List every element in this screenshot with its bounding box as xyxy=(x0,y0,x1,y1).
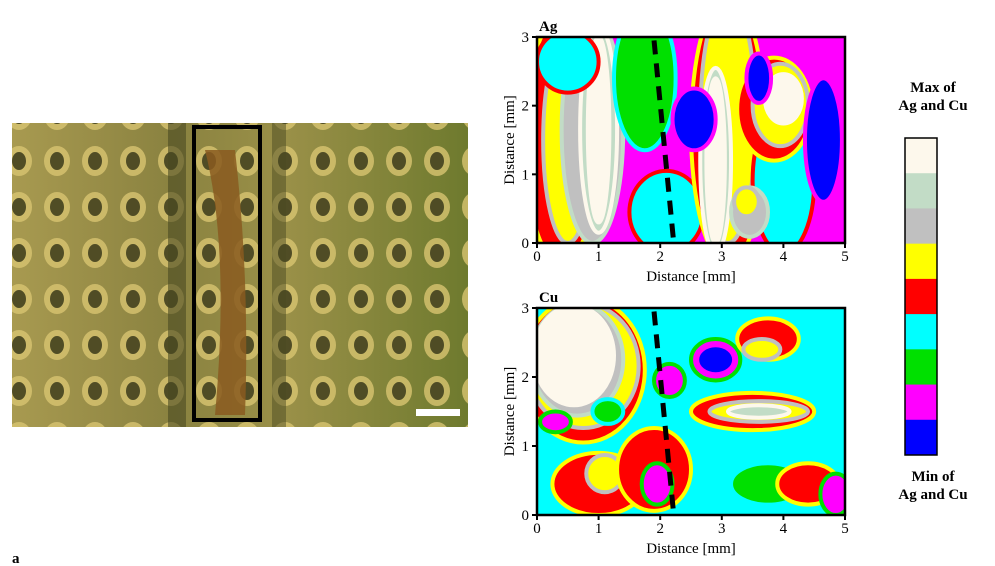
contour-map xyxy=(522,298,852,515)
photo xyxy=(12,123,468,427)
y-tick-label: 3 xyxy=(522,301,530,317)
x-tick-label: 2 xyxy=(656,249,664,265)
colorbar-min-label: Min of xyxy=(912,469,956,485)
figure: a 0 1 2 3 4 5 0 1 2 3 Distance [mm] Distance [mm] Ag… xyxy=(0,0,995,566)
colorbar-level xyxy=(905,138,937,174)
chart-title: Cu xyxy=(539,290,558,306)
contour-region xyxy=(697,345,734,374)
colorbar-level xyxy=(905,208,937,244)
colorbar-level xyxy=(905,349,937,385)
x-axis-label: Distance [mm] xyxy=(646,541,736,557)
x-tick-label: 3 xyxy=(718,249,726,265)
x-tick-label: 0 xyxy=(533,521,541,537)
chart-title: Ag xyxy=(539,19,558,35)
y-axis-label: Distance [mm] xyxy=(502,95,518,185)
colorbar-max-label: Max of xyxy=(910,80,956,96)
y-tick-label: 2 xyxy=(522,99,530,115)
colorbar-level xyxy=(905,420,937,456)
colorbar-level xyxy=(905,244,937,280)
contour-region xyxy=(746,53,771,102)
y-axis-label: Distance [mm] xyxy=(502,367,518,457)
scale-bar xyxy=(416,409,460,416)
colorbar-level xyxy=(905,385,937,421)
y-tick-label: 3 xyxy=(522,30,530,46)
x-tick-label: 5 xyxy=(841,521,849,537)
contour-region xyxy=(805,78,842,202)
colorbar-level xyxy=(905,173,937,209)
x-tick-label: 4 xyxy=(780,249,788,265)
colorbar-level xyxy=(905,279,937,315)
contour-map xyxy=(525,0,845,264)
colorbar-min-label: Ag and Cu xyxy=(898,487,967,503)
x-tick-label: 2 xyxy=(656,521,664,537)
contour-region xyxy=(592,399,623,424)
contour-region xyxy=(614,6,676,150)
y-tick-label: 1 xyxy=(522,167,530,183)
y-tick-label: 1 xyxy=(522,439,530,455)
x-tick-label: 3 xyxy=(718,521,726,537)
x-tick-label: 5 xyxy=(841,249,849,265)
contour-region xyxy=(642,463,673,504)
y-tick-label: 2 xyxy=(522,370,530,386)
contour-region xyxy=(820,474,851,515)
contour-region xyxy=(734,187,759,216)
contour-region xyxy=(534,306,614,405)
contour-region xyxy=(728,405,790,417)
x-axis-label: Distance [mm] xyxy=(646,269,736,285)
contour-region xyxy=(673,89,716,151)
x-tick-label: 0 xyxy=(533,249,541,265)
contour-region xyxy=(743,339,780,360)
contour-region xyxy=(537,31,599,93)
x-tick-label: 1 xyxy=(595,521,603,537)
colorbar-level xyxy=(905,314,937,350)
x-tick-label: 1 xyxy=(595,249,603,265)
colorbar-max-label: Ag and Cu xyxy=(898,98,967,114)
x-tick-label: 4 xyxy=(780,521,788,537)
panel-label: a xyxy=(12,551,20,566)
contour-region xyxy=(540,412,571,433)
y-tick-label: 0 xyxy=(522,508,530,524)
y-tick-label: 0 xyxy=(522,236,530,252)
